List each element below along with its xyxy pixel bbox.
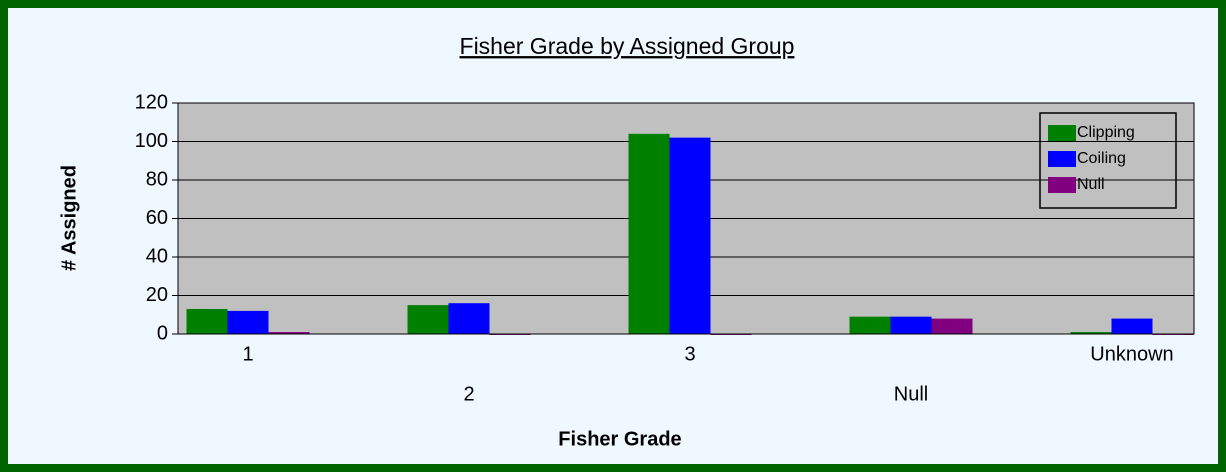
y-axis-label: # Assigned	[58, 165, 80, 271]
legend-swatch	[1048, 177, 1076, 193]
bar	[628, 133, 670, 334]
bar	[849, 316, 891, 334]
bar	[227, 310, 269, 334]
y-tick-label: 100	[135, 130, 168, 152]
legend-label: Coiling	[1077, 150, 1126, 167]
legend-swatch	[1048, 151, 1076, 167]
x-tick-label: 1	[242, 343, 253, 365]
bar	[931, 318, 973, 334]
bar	[268, 332, 310, 334]
x-tick-label: 2	[463, 383, 474, 405]
bar	[1070, 332, 1112, 334]
legend-swatch	[1048, 125, 1076, 141]
y-tick-label: 40	[146, 245, 168, 267]
legend-label: Null	[1077, 176, 1105, 193]
y-tick-label: 120	[135, 91, 168, 113]
bar	[1111, 318, 1153, 334]
legend-box	[1039, 112, 1177, 209]
bar	[407, 305, 449, 334]
x-tick-label: Null	[894, 383, 928, 405]
y-tick-label: 0	[157, 322, 168, 344]
bar	[448, 303, 490, 334]
y-tick-label: 60	[146, 207, 168, 229]
bar	[186, 308, 228, 334]
x-axis-label: Fisher Grade	[558, 428, 681, 450]
chart-title: Fisher Grade by Assigned Group	[460, 33, 795, 59]
bar	[669, 137, 711, 334]
y-tick-label: 20	[146, 284, 168, 306]
y-tick-label: 80	[146, 168, 168, 190]
x-tick-label: Unknown	[1090, 343, 1173, 365]
x-tick-label: 3	[684, 343, 695, 365]
bar	[890, 316, 932, 334]
legend-label: Clipping	[1077, 124, 1135, 141]
